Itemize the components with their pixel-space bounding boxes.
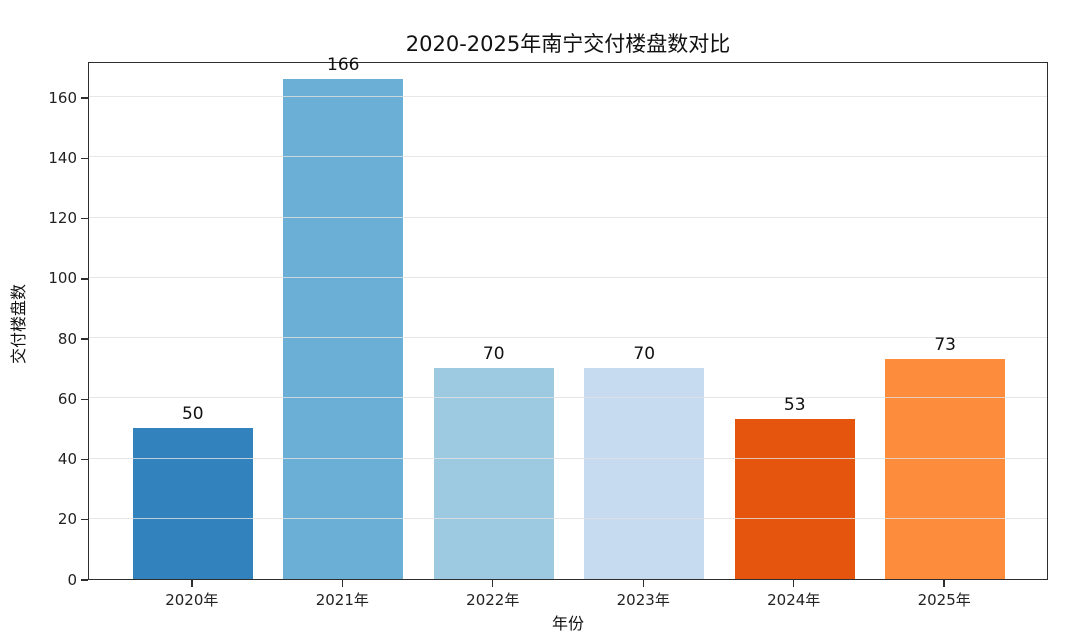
y-tick-mark <box>81 217 88 220</box>
y-tick-label: 160 <box>48 88 77 107</box>
y-tick-label: 60 <box>57 389 77 408</box>
y-tick-mark <box>81 398 88 400</box>
x-tick-mark <box>642 580 644 587</box>
x-tick-label: 2022年 <box>466 591 520 609</box>
bar-2024年 <box>734 419 855 579</box>
y-tick-label: 120 <box>48 209 77 228</box>
bar-2022年 <box>433 368 554 579</box>
x-tick-label: 2025年 <box>917 591 971 609</box>
y-tick-mark <box>81 97 88 99</box>
plot-area: 50 166 70 70 53 73 <box>88 55 1048 580</box>
y-tick-label: 20 <box>57 510 77 529</box>
x-tick-mark <box>191 580 193 587</box>
gridline <box>89 216 1047 218</box>
gridline <box>89 96 1047 98</box>
y-tick-label: 40 <box>57 450 77 469</box>
bar-value-label: 73 <box>934 335 956 356</box>
bar-2023年 <box>584 368 705 579</box>
x-axis-label: 年份 <box>551 614 584 633</box>
y-tick-label: 0 <box>67 570 77 589</box>
bar-2025年 <box>884 359 1006 579</box>
bar-value-label: 70 <box>482 344 505 365</box>
x-tick-label: 2021年 <box>315 591 369 609</box>
y-tick-mark <box>81 278 88 280</box>
chart-title: 2020-2025年南宁交付楼盘数对比 <box>405 32 731 56</box>
bar-value-label: 70 <box>633 344 656 365</box>
bar-value-label: 166 <box>327 55 360 76</box>
x-tick-label: 2024年 <box>767 591 821 609</box>
y-axis-label: 交付楼盘数 <box>9 284 28 365</box>
y-tick-mark <box>81 458 88 461</box>
y-tick-label: 100 <box>48 269 77 288</box>
y-tick-label: 80 <box>57 329 77 348</box>
x-tick-label: 2020年 <box>165 591 219 609</box>
y-tick-label: 140 <box>48 148 77 167</box>
bar-value-label: 53 <box>783 395 806 416</box>
y-tick-mark <box>81 338 88 340</box>
bar-2021年 <box>283 79 404 579</box>
gridline <box>89 156 1047 158</box>
x-tick-mark <box>793 580 795 587</box>
x-tick-mark <box>341 580 343 587</box>
gridline <box>89 276 1047 278</box>
y-tick-mark <box>81 579 88 581</box>
x-tick-mark <box>492 580 494 587</box>
y-tick-mark <box>81 519 88 521</box>
gridline <box>89 337 1047 339</box>
y-tick-mark <box>81 157 88 160</box>
x-tick-label: 2023年 <box>616 591 670 609</box>
bar-2020年 <box>132 428 253 579</box>
bar-value-label: 50 <box>181 404 204 425</box>
x-tick-mark <box>943 580 945 587</box>
